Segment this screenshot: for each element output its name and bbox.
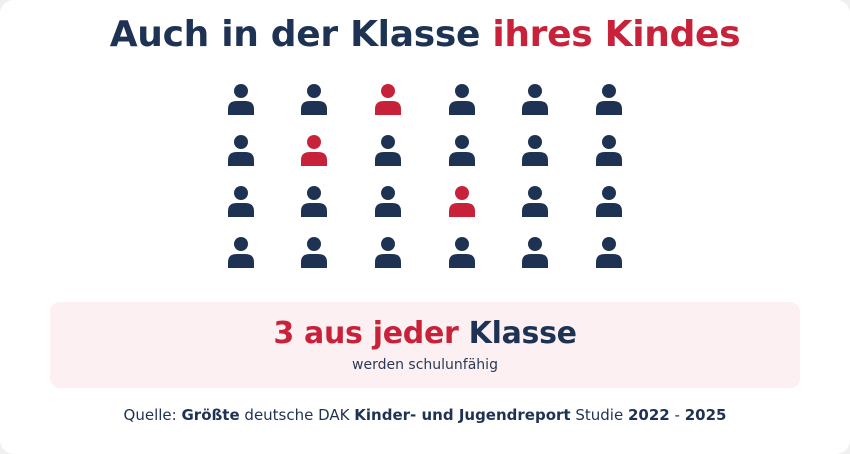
person-icon-navy [278,184,352,235]
source-text-1: Größte [181,406,240,424]
person-icon-grid [204,82,644,286]
person-icon-navy [351,184,425,235]
page-title: Auch in der Klasse ihres Kindes [0,14,850,55]
person-icon-red [425,184,499,235]
headline-highlight: 3 aus jeder [273,316,459,351]
person-icon-navy [351,235,425,286]
headline-rest: Klasse [468,316,577,351]
source-label: Quelle: [123,406,177,424]
person-icon [448,135,475,166]
source-text-3: Kinder- und Jugendreport [354,406,571,424]
person-icon [448,237,475,268]
person-icon [595,186,622,217]
person-icon [227,84,254,115]
person-icon [522,186,549,217]
person-icon-navy [498,184,572,235]
source-text-4: Studie [575,406,624,424]
person-icon-navy [204,184,278,235]
person-icon [595,237,622,268]
source-line: Quelle: Größte deutsche DAK Kinder- und … [0,406,850,424]
person-icon [522,84,549,115]
person-icon [301,237,328,268]
person-icon-navy [572,184,646,235]
person-icon [301,186,328,217]
person-icon-navy [498,82,572,133]
banner-headline: 3 aus jeder Klasse [50,316,800,351]
person-icon-red [278,133,352,184]
person-icon-navy [204,235,278,286]
person-icon [374,84,401,115]
title-part-1: Auch in der Klasse [109,14,481,55]
person-icon-navy [425,82,499,133]
person-icon-navy [204,133,278,184]
person-icon-red [351,82,425,133]
person-icon [227,186,254,217]
person-icon [374,135,401,166]
person-icon [374,186,401,217]
person-icon [448,84,475,115]
highlight-banner: 3 aus jeder Klasse werden schulunfähig [50,302,800,388]
person-icon-navy [498,133,572,184]
person-icon [522,135,549,166]
person-icon-navy [204,82,278,133]
person-icon [374,237,401,268]
person-icon-navy [498,235,572,286]
person-icon-navy [351,133,425,184]
person-icon-navy [572,133,646,184]
source-year-start: 2022 [627,406,670,424]
title-part-2-highlight: ihres Kindes [492,14,741,55]
person-icon-navy [425,235,499,286]
person-icon [595,84,622,115]
person-icon-navy [572,235,646,286]
person-icon [595,135,622,166]
person-icon-navy [278,235,352,286]
person-icon [301,84,328,115]
banner-subline: werden schulunfähig [352,357,498,373]
person-icon [227,237,254,268]
person-icon-navy [572,82,646,133]
source-year-end: 2025 [684,406,727,424]
person-icon-navy [278,82,352,133]
person-icon [448,186,475,217]
person-icon [301,135,328,166]
person-icon [522,237,549,268]
source-dash: - [674,406,680,424]
person-icon [227,135,254,166]
source-text-2: deutsche DAK [244,406,350,424]
person-icon-navy [425,133,499,184]
